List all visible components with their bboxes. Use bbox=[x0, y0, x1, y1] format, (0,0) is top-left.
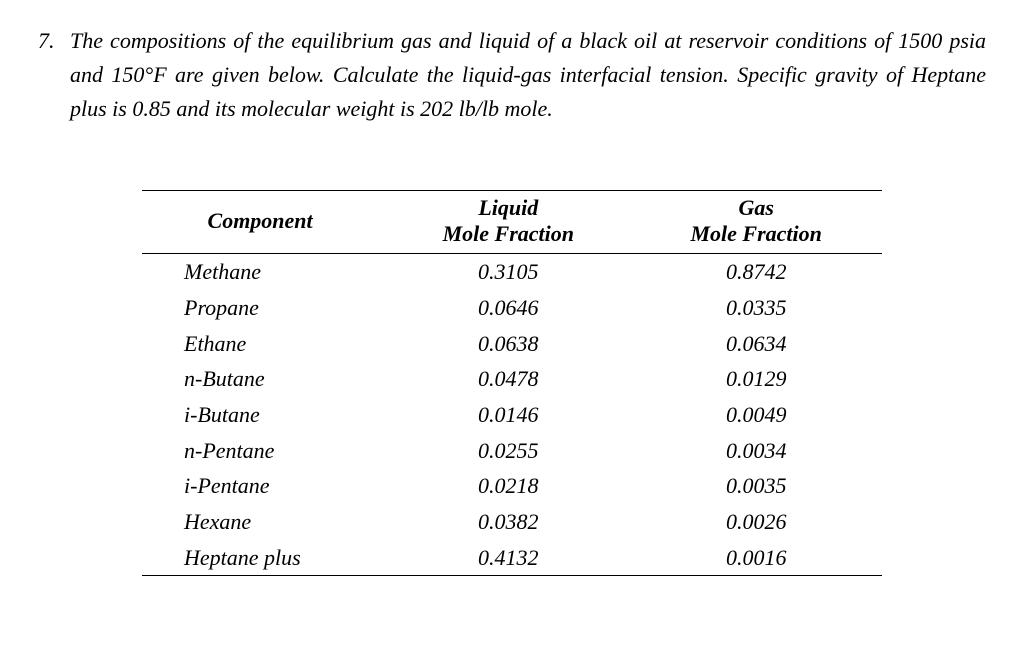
table-row: Heptane plus 0.4132 0.0016 bbox=[142, 540, 882, 576]
table-row: i-Butane 0.0146 0.0049 bbox=[142, 397, 882, 433]
cell-component: Heptane plus bbox=[142, 540, 386, 576]
problem-number: 7. bbox=[38, 24, 70, 58]
table-body: Methane 0.3105 0.8742 Propane 0.0646 0.0… bbox=[142, 254, 882, 576]
cell-component: i-Butane bbox=[142, 397, 386, 433]
cell-liquid: 0.0638 bbox=[386, 326, 630, 362]
header-gas-line1: Gas bbox=[638, 195, 874, 221]
header-component: Component bbox=[142, 191, 386, 254]
cell-component: Methane bbox=[142, 254, 386, 290]
cell-gas: 0.0016 bbox=[630, 540, 882, 576]
composition-table: Component Liquid Mole Fraction Gas Mole … bbox=[142, 190, 882, 576]
cell-gas: 0.0026 bbox=[630, 504, 882, 540]
cell-component: n-Butane bbox=[142, 361, 386, 397]
cell-component: i-Pentane bbox=[142, 468, 386, 504]
header-gas: Gas Mole Fraction bbox=[630, 191, 882, 254]
table-row: n-Butane 0.0478 0.0129 bbox=[142, 361, 882, 397]
cell-gas: 0.0129 bbox=[630, 361, 882, 397]
cell-gas: 0.0335 bbox=[630, 290, 882, 326]
cell-gas: 0.0034 bbox=[630, 433, 882, 469]
table-row: Ethane 0.0638 0.0634 bbox=[142, 326, 882, 362]
cell-liquid: 0.4132 bbox=[386, 540, 630, 576]
header-liquid-line1: Liquid bbox=[394, 195, 622, 221]
cell-component: n-Pentane bbox=[142, 433, 386, 469]
cell-liquid: 0.0218 bbox=[386, 468, 630, 504]
cell-gas: 0.0035 bbox=[630, 468, 882, 504]
table-row: Hexane 0.0382 0.0026 bbox=[142, 504, 882, 540]
composition-table-wrap: Component Liquid Mole Fraction Gas Mole … bbox=[142, 190, 882, 576]
cell-component: Hexane bbox=[142, 504, 386, 540]
cell-liquid: 0.0382 bbox=[386, 504, 630, 540]
table-row: i-Pentane 0.0218 0.0035 bbox=[142, 468, 882, 504]
header-gas-line2: Mole Fraction bbox=[638, 221, 874, 247]
cell-liquid: 0.0646 bbox=[386, 290, 630, 326]
header-component-label: Component bbox=[208, 208, 313, 233]
cell-gas: 0.0049 bbox=[630, 397, 882, 433]
problem-block: 7. The compositions of the equilibrium g… bbox=[38, 24, 986, 126]
table-row: Methane 0.3105 0.8742 bbox=[142, 254, 882, 290]
problem-text: The compositions of the equilibrium gas … bbox=[70, 24, 986, 126]
table-header-row: Component Liquid Mole Fraction Gas Mole … bbox=[142, 191, 882, 254]
table-row: n-Pentane 0.0255 0.0034 bbox=[142, 433, 882, 469]
header-liquid: Liquid Mole Fraction bbox=[386, 191, 630, 254]
cell-liquid: 0.0478 bbox=[386, 361, 630, 397]
page: 7. The compositions of the equilibrium g… bbox=[0, 0, 1024, 576]
cell-component: Propane bbox=[142, 290, 386, 326]
header-liquid-line2: Mole Fraction bbox=[394, 221, 622, 247]
cell-component: Ethane bbox=[142, 326, 386, 362]
cell-gas: 0.0634 bbox=[630, 326, 882, 362]
cell-liquid: 0.0255 bbox=[386, 433, 630, 469]
cell-liquid: 0.3105 bbox=[386, 254, 630, 290]
cell-liquid: 0.0146 bbox=[386, 397, 630, 433]
table-row: Propane 0.0646 0.0335 bbox=[142, 290, 882, 326]
cell-gas: 0.8742 bbox=[630, 254, 882, 290]
